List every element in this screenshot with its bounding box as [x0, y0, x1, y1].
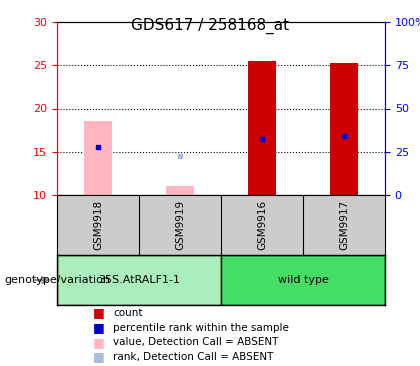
Bar — [84, 122, 113, 195]
Bar — [165, 186, 194, 195]
Text: wild type: wild type — [278, 275, 328, 285]
Text: ■: ■ — [92, 350, 104, 363]
Text: GSM9918: GSM9918 — [93, 200, 103, 250]
Bar — [221, 255, 385, 305]
Text: genotype/variation: genotype/variation — [4, 275, 110, 285]
Text: 35S.AtRALF1-1: 35S.AtRALF1-1 — [98, 275, 180, 285]
Text: GDS617 / 258168_at: GDS617 / 258168_at — [131, 18, 289, 34]
Text: ■: ■ — [92, 336, 104, 349]
Bar — [57, 255, 221, 305]
Text: GSM9919: GSM9919 — [175, 200, 185, 250]
Text: rank, Detection Call = ABSENT: rank, Detection Call = ABSENT — [113, 352, 274, 362]
Text: percentile rank within the sample: percentile rank within the sample — [113, 322, 289, 333]
Text: GSM9916: GSM9916 — [257, 200, 267, 250]
Bar — [330, 63, 358, 195]
Text: ■: ■ — [92, 321, 104, 334]
Text: value, Detection Call = ABSENT: value, Detection Call = ABSENT — [113, 337, 279, 347]
Text: ■: ■ — [92, 306, 104, 320]
Bar — [248, 61, 276, 195]
Text: GSM9917: GSM9917 — [339, 200, 349, 250]
Text: count: count — [113, 308, 143, 318]
